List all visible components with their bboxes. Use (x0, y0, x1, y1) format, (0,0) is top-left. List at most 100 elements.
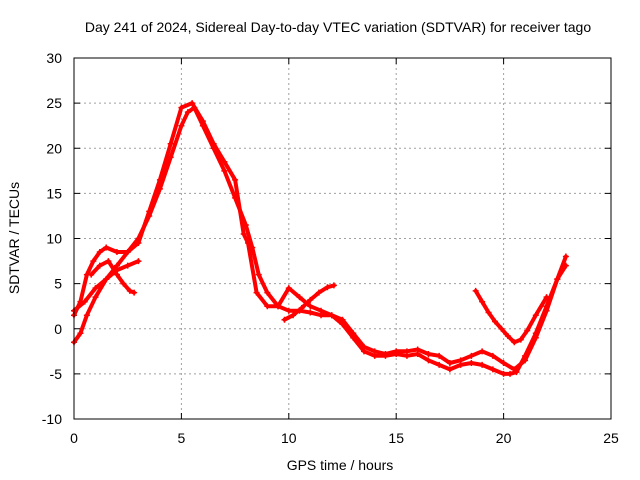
grid (74, 58, 611, 419)
x-tick-label: 5 (178, 430, 186, 446)
data-point (425, 357, 432, 364)
data-point (88, 271, 95, 278)
data-point (500, 370, 507, 377)
series-upper-branch (71, 100, 569, 373)
data-point (77, 330, 84, 337)
x-tick-label: 0 (70, 430, 78, 446)
data-point (113, 249, 120, 256)
data-point (489, 352, 496, 359)
series-morning-loop (88, 258, 138, 296)
data-point (328, 312, 335, 319)
series-late-arc (472, 287, 550, 346)
x-tick-label: 10 (281, 430, 297, 446)
data-point (507, 370, 514, 377)
data-point (184, 109, 191, 116)
x-tick-label: 25 (603, 430, 619, 446)
data-point (307, 303, 314, 310)
data-point (178, 104, 185, 111)
data-point (90, 258, 97, 265)
data-point (350, 330, 357, 337)
data-point (126, 287, 133, 294)
data-point (105, 258, 112, 265)
data-point (131, 289, 138, 296)
data-point (436, 361, 443, 368)
data-point (240, 230, 247, 237)
data-point (221, 167, 228, 174)
data-point (498, 325, 505, 332)
data-point (285, 285, 292, 292)
data-point (504, 332, 511, 339)
y-tick-label: -5 (50, 366, 63, 382)
data-point (264, 289, 271, 296)
data-point (285, 307, 292, 314)
data-point (124, 262, 131, 269)
series-line (72, 101, 568, 372)
data-point (81, 298, 88, 305)
data-point (92, 294, 99, 301)
data-point (96, 249, 103, 256)
data-point (244, 240, 251, 247)
chart-title: Day 241 of 2024, Sidereal Day-to-day VTE… (85, 19, 592, 35)
data-point (189, 100, 196, 107)
data-point (562, 253, 569, 260)
data-point (446, 366, 453, 373)
data-point (281, 316, 288, 323)
data-point (511, 366, 518, 373)
data-point (339, 316, 346, 323)
data-point (479, 298, 486, 305)
data-point (468, 352, 475, 359)
y-tick-label: 0 (54, 321, 62, 337)
data-point (524, 327, 531, 334)
data-point (124, 249, 131, 256)
data-point (96, 262, 103, 269)
data-point (382, 351, 389, 358)
data-point (318, 307, 325, 314)
data-point (113, 267, 120, 274)
data-point (489, 366, 496, 373)
x-tick-label: 20 (496, 430, 512, 446)
data-point (232, 176, 239, 183)
data-point (472, 287, 479, 294)
series-afternoon-branch (281, 282, 337, 323)
y-axis-label: SDTVAR / TECUs (6, 182, 22, 294)
data-point (371, 348, 378, 355)
data-point (517, 336, 524, 343)
data-point (307, 296, 314, 303)
data-point (511, 339, 518, 346)
data-point (330, 282, 337, 289)
data-point (360, 343, 367, 350)
data-point (425, 351, 432, 358)
y-tick-label: 10 (46, 231, 62, 247)
data-point (210, 140, 217, 147)
data-point (83, 312, 90, 319)
data-point (135, 258, 142, 265)
data-point (296, 294, 303, 301)
data-point (492, 318, 499, 325)
data-point (485, 309, 492, 316)
series-line (72, 105, 568, 376)
x-axis-label: GPS time / hours (287, 457, 394, 473)
data-point (324, 284, 331, 291)
data-point (307, 309, 314, 316)
data-point (253, 289, 260, 296)
data-point (479, 361, 486, 368)
data-point (275, 303, 282, 310)
y-tick-label: 20 (46, 140, 62, 156)
data-point (554, 276, 561, 283)
x-tick-label: 15 (388, 430, 404, 446)
y-tick-label: -10 (42, 411, 62, 427)
data-point (500, 360, 507, 367)
series-main (71, 104, 569, 377)
data-point (436, 352, 443, 359)
data-point (178, 122, 185, 129)
data-point (479, 348, 486, 355)
data-point (532, 334, 539, 341)
data-point (393, 348, 400, 355)
plot-data (71, 100, 569, 377)
y-tick-label: 5 (54, 276, 62, 292)
data-point (146, 208, 153, 215)
data-point (543, 294, 550, 301)
data-point (120, 280, 127, 287)
data-point (532, 312, 539, 319)
data-point (221, 158, 228, 165)
